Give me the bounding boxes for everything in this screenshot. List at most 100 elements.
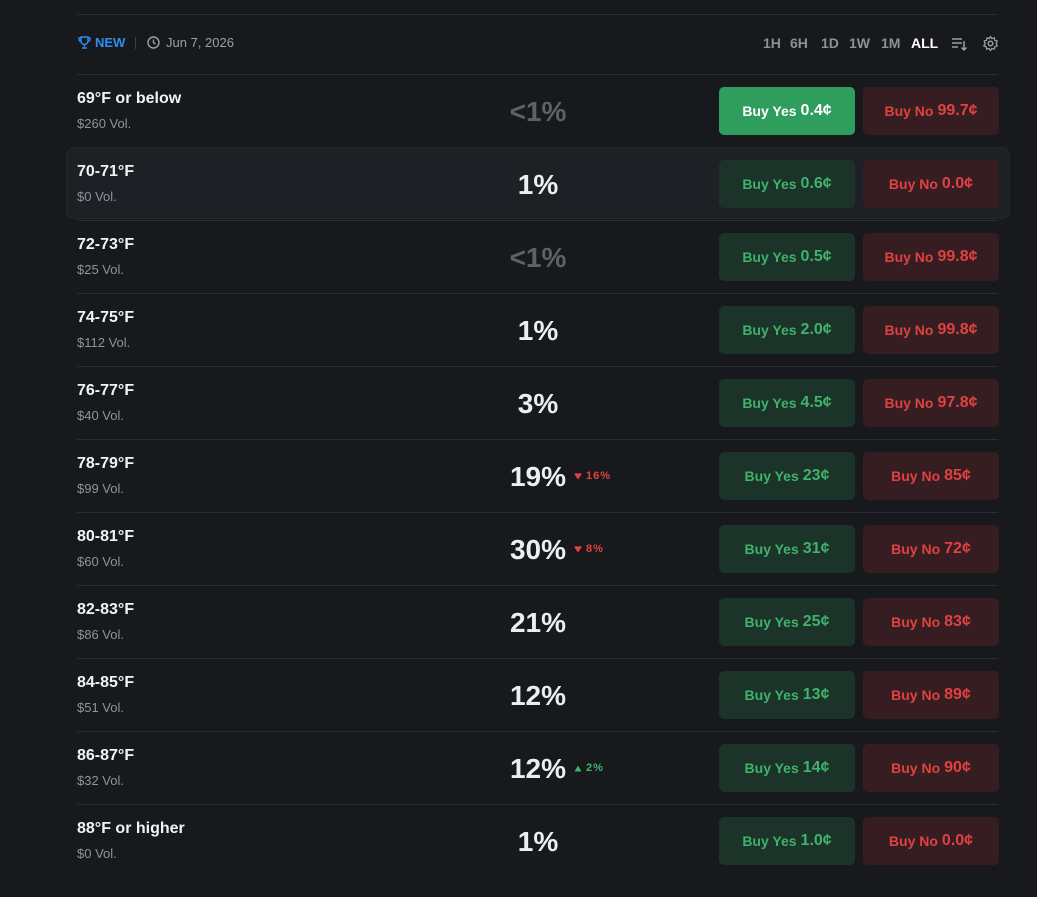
settings-button[interactable] [982,35,999,52]
probability: 21% [509,607,567,638]
range-button[interactable]: 1W [849,35,870,51]
probability: 1% [517,826,559,857]
buy-yes-button[interactable]: Buy Yes 2.0¢ [719,306,855,354]
outcome-row: 78-79°F $99 Vol. 19% 16% Buy Yes 23¢ Buy No 85¢ [0,439,1037,512]
change-text: 8% [586,543,604,555]
range-button[interactable]: 1D [821,35,839,51]
buy-yes-label: Buy Yes [744,687,799,703]
buy-yes-button[interactable]: Buy Yes 31¢ [719,525,855,573]
no-price: 99.8¢ [937,321,978,338]
buy-yes-button[interactable]: Buy Yes 4.5¢ [719,379,855,427]
buy-yes-label: Buy Yes [742,322,797,338]
range-button[interactable]: 1M [881,35,901,51]
yes-price: 31¢ [802,540,830,557]
buy-no-button[interactable]: Buy No 99.8¢ [863,233,999,281]
probability-cell: 19% 16% [438,461,638,493]
buy-yes-label: Buy Yes [742,103,797,119]
volume: $260 Vol. [77,116,132,131]
buy-no-button[interactable]: Buy No 89¢ [863,671,999,719]
range-button[interactable]: 1H [763,35,781,51]
outcome-row: 70-71°F $0 Vol. 1% Buy Yes 0.6¢ Buy No 0.0¢ [0,147,1037,220]
range-button[interactable]: ALL [911,35,939,51]
yes-price: 25¢ [802,613,830,630]
buy-no-button[interactable]: Buy No 99.7¢ [863,87,999,135]
probability: 3% [517,388,559,419]
buy-no-label: Buy No [884,395,934,411]
outcome-label: 69°F or below [77,90,182,107]
no-price: 90¢ [944,759,971,776]
divider [77,439,998,440]
volume: $99 Vol. [77,481,124,496]
down-arrow [574,472,582,479]
volume: $0 Vol. [77,189,117,204]
buy-yes-button[interactable]: Buy Yes 0.4¢ [719,87,855,135]
range-button[interactable]: 6H [790,35,808,51]
outcome-row: 69°F or below $260 Vol. <1% Buy Yes 0.4¢ Buy … [0,74,1037,147]
up-arrow [574,765,582,771]
buy-yes-button[interactable]: Buy Yes 23¢ [719,452,855,500]
yes-price: 0.4¢ [800,102,832,119]
outcome-row: 74-75°F $112 Vol. 1% Buy Yes 2.0¢ Buy No 99.8¢ [0,293,1037,366]
buy-no-button[interactable]: Buy No 99.8¢ [863,306,999,354]
outcome-row: 72-73°F $25 Vol. <1% Buy Yes 0.5¢ Buy No 99.8¢ [0,220,1037,293]
no-price: 99.8¢ [937,248,978,265]
sort-button[interactable] [951,36,967,52]
buy-no-label: Buy No [884,322,934,338]
probability-cell: 12% 2% [438,753,638,785]
volume: $60 Vol. [77,554,124,569]
probability: 30% 8% [509,534,604,565]
volume: $0 Vol. [77,846,117,861]
buy-yes-button[interactable]: Buy Yes 25¢ [719,598,855,646]
buy-yes-button[interactable]: Buy Yes 1.0¢ [719,817,855,865]
no-price: 72¢ [944,540,971,557]
outcome-label: 86-87°F [77,747,135,764]
outcome-row: 86-87°F $32 Vol. 12% 2% Buy Yes 14¢ Buy No 90¢ [0,731,1037,804]
buy-yes-button[interactable]: Buy Yes 0.5¢ [719,233,855,281]
buy-yes-label: Buy Yes [744,614,799,630]
buy-yes-button[interactable]: Buy Yes 0.6¢ [719,160,855,208]
buy-no-button[interactable]: Buy No 85¢ [863,452,999,500]
outcome-row: 82-83°F $86 Vol. 21% Buy Yes 25¢ Buy No 83¢ [0,585,1037,658]
probability: 12% 2% [509,753,604,784]
outcome-label: 76-77°F [77,382,135,399]
buy-no-button[interactable]: Buy No 0.0¢ [863,160,999,208]
outcome-label: 74-75°F [77,309,135,326]
outcome-row: 80-81°F $60 Vol. 30% 8% Buy Yes 31¢ Buy No 72¢ [0,512,1037,585]
probability-cell: 3% [438,388,638,420]
outcome-label: 84-85°F [77,674,135,691]
no-price: 99.7¢ [937,102,978,119]
new-badge: NEW [78,35,125,50]
volume: $32 Vol. [77,773,124,788]
buy-yes-button[interactable]: Buy Yes 14¢ [719,744,855,792]
outcome-label: 82-83°F [77,601,135,618]
buy-no-label: Buy No [891,760,941,776]
buy-yes-button[interactable]: Buy Yes 13¢ [719,671,855,719]
buy-yes-label: Buy Yes [744,760,799,776]
yes-price: 4.5¢ [800,394,832,411]
outcome-label: 88°F or higher [77,820,185,837]
divider [77,731,998,732]
change: 16% [574,470,611,482]
date: Jun 7, 2026 [147,35,234,50]
buy-no-button[interactable]: Buy No 0.0¢ [863,817,999,865]
outcome-label: 70-71°F [77,163,135,180]
buy-no-button[interactable]: Buy No 90¢ [863,744,999,792]
buy-no-button[interactable]: Buy No 72¢ [863,525,999,573]
buy-no-label: Buy No [891,614,941,630]
outcome-row: 76-77°F $40 Vol. 3% Buy Yes 4.5¢ Buy No 97.8¢ [0,366,1037,439]
change-text: 16% [586,470,612,482]
buy-no-button[interactable]: Buy No 97.8¢ [863,379,999,427]
divider [77,585,998,586]
yes-price: 23¢ [802,467,830,484]
divider [77,220,998,221]
down-arrow [574,545,582,552]
no-price: 89¢ [944,686,971,703]
yes-price: 14¢ [802,759,830,776]
no-price: 83¢ [944,613,971,630]
clock-icon [147,36,160,49]
probability: 12% [509,680,567,711]
probability: <1% [509,96,567,127]
buy-no-button[interactable]: Buy No 83¢ [863,598,999,646]
no-price: 0.0¢ [941,832,974,849]
probability-cell: 12% [438,680,638,712]
